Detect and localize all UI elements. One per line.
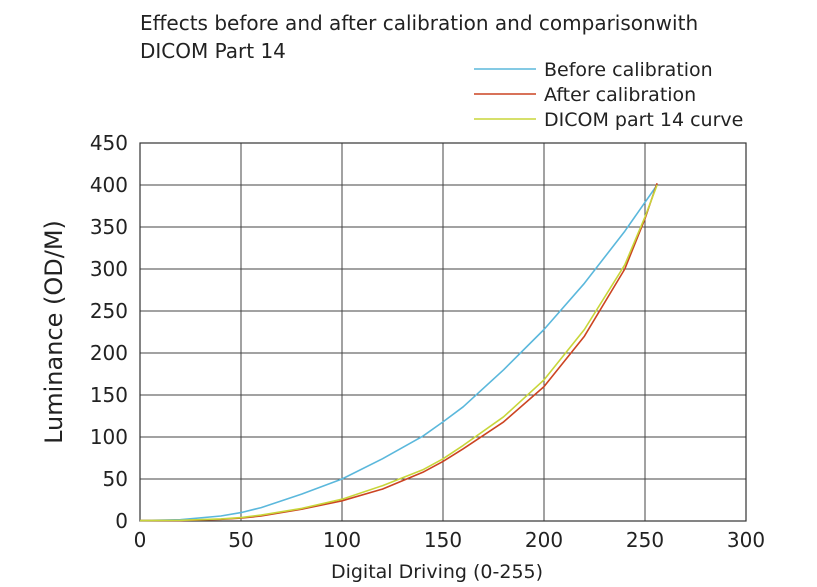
chart-title-line-1: Effects before and after calibration and… xyxy=(140,11,698,35)
x-tick-label: 100 xyxy=(323,528,361,552)
plot-frame xyxy=(139,142,747,522)
y-tick-label: 100 xyxy=(90,425,128,449)
y-tick-label: 0 xyxy=(115,509,128,533)
x-tick-label: 50 xyxy=(228,528,253,552)
x-tick-label: 250 xyxy=(626,528,664,552)
legend-label-before-calibration: Before calibration xyxy=(544,59,713,81)
y-tick-label: 300 xyxy=(90,257,128,281)
x-tick-label: 0 xyxy=(134,528,147,552)
legend: Before calibration After calibration DICOM… xyxy=(474,59,743,131)
legend-label-after-calibration: After calibration xyxy=(544,84,696,106)
y-tick-label: 50 xyxy=(103,467,128,491)
legend-label-dicom-part-14-curve: DICOM part 14 curve xyxy=(544,109,743,131)
y-tick-label: 200 xyxy=(90,341,128,365)
x-tick-labels: 0 50 100 150 200 250 300 xyxy=(134,528,765,552)
chart-title-line-2: DICOM Part 14 xyxy=(140,39,286,63)
y-axis-label: Luminance (OD/M) xyxy=(40,220,68,444)
y-tick-label: 150 xyxy=(90,383,128,407)
x-axis-label: Digital Driving (0-255) xyxy=(331,561,543,583)
series-line-before-calibration xyxy=(139,184,658,522)
grid xyxy=(139,142,747,522)
y-tick-labels: 0 50 100 150 200 250 300 350 400 450 xyxy=(90,131,128,533)
y-tick-label: 400 xyxy=(90,173,128,197)
x-tick-label: 300 xyxy=(727,528,765,552)
chart-title: Effects before and after calibration and… xyxy=(140,11,698,63)
y-tick-label: 250 xyxy=(90,299,128,323)
series-layer xyxy=(139,183,658,522)
series-line-dicom-part-14-curve xyxy=(139,184,658,522)
series-line-after-calibration xyxy=(140,183,658,522)
x-tick-label: 150 xyxy=(424,528,462,552)
x-tick-label: 200 xyxy=(525,528,563,552)
y-tick-label: 450 xyxy=(90,131,128,155)
y-tick-label: 350 xyxy=(90,215,128,239)
